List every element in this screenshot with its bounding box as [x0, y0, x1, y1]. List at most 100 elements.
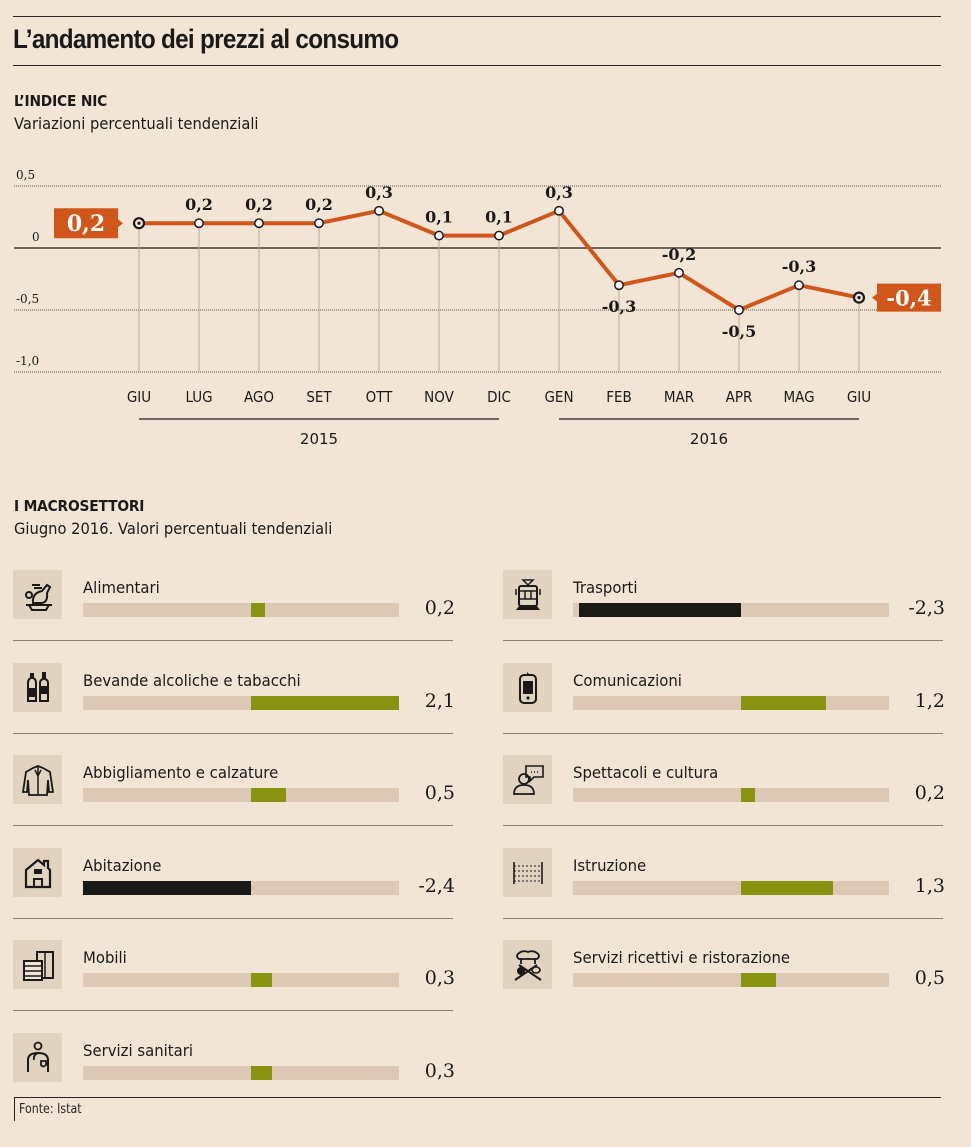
sector-bar	[741, 880, 833, 895]
data-point	[194, 218, 204, 229]
sector-value: 0,5	[424, 782, 455, 804]
jacket-icon	[13, 755, 62, 804]
x-tick-label: DIC	[487, 388, 511, 406]
speaker-icon	[503, 755, 552, 804]
row-divider	[503, 917, 943, 919]
year-label: 2016	[690, 430, 728, 448]
first-value-badge	[54, 208, 123, 239]
data-point	[794, 280, 804, 291]
data-label: 0,2	[305, 195, 333, 214]
row-divider	[13, 1010, 453, 1011]
sector-bar-track	[573, 880, 889, 895]
sector-bar	[251, 603, 266, 617]
sector-label: Comunicazioni	[573, 670, 682, 690]
top-rule	[13, 16, 941, 17]
footer-rule	[14, 1097, 941, 1098]
row-divider	[13, 917, 453, 919]
first-value-label: 0,2	[67, 211, 105, 237]
sector-row: Mobili 0,3	[13, 940, 473, 1010]
data-point	[434, 230, 444, 241]
x-tick-label: NOV	[424, 388, 454, 406]
data-label: 0,3	[545, 183, 573, 202]
sector-bar-track	[573, 788, 889, 802]
food-icon	[13, 570, 62, 619]
x-tick-label: AGO	[244, 388, 274, 406]
y-tick-label: -0,5	[16, 292, 39, 306]
data-point	[254, 218, 264, 229]
sector-bar-track	[573, 695, 889, 710]
sector-row: Comunicazioni 1,2	[503, 662, 963, 733]
year-label: 2015	[300, 430, 338, 448]
sector-label: Trasporti	[573, 578, 638, 597]
footer-left-tick	[14, 1097, 15, 1121]
row-divider	[503, 825, 943, 826]
source-note: Fonte: Istat	[19, 1102, 82, 1117]
sector-label: Alimentari	[83, 578, 160, 597]
sector-bar	[251, 973, 273, 987]
data-label: -0,3	[602, 297, 636, 316]
sector-bar-track	[83, 603, 399, 617]
sector-bar	[741, 788, 756, 802]
x-tick-label: OTT	[366, 388, 394, 406]
sectors-title: I MACROSETTORI	[14, 497, 145, 515]
row-divider	[503, 732, 943, 734]
sector-value: 1,3	[914, 874, 945, 897]
sector-row: Bevande alcoliche e tabacchi 2,1	[13, 662, 473, 733]
sector-label: Bevande alcoliche e tabacchi	[83, 670, 301, 690]
sector-bar-track	[83, 880, 399, 895]
last-value-label: -0,4	[886, 286, 931, 311]
x-tick-label: LUG	[185, 388, 212, 406]
house-icon	[13, 847, 62, 897]
y-tick-label: 0,5	[16, 168, 35, 182]
sector-row: Trasporti -2,3	[503, 570, 963, 640]
row-divider	[503, 640, 943, 641]
row-divider	[13, 825, 453, 826]
data-point	[674, 267, 684, 278]
sector-value: 2,1	[424, 689, 455, 712]
row-divider	[13, 640, 453, 641]
sector-row: Servizi ricettivi e ristorazione 0,5	[503, 940, 963, 1010]
sector-label: Servizi ricettivi e ristorazione	[573, 948, 791, 967]
sector-label: Spettacoli e cultura	[573, 763, 719, 782]
nic-line-chart: 0,5 0 -0,5 -1,0 0,2 0,2 0,2 0,3 0,1 0,1 0,3 -0,3 -0,…	[14, 168, 941, 448]
x-tick-label: MAR	[664, 388, 694, 406]
sector-bar-track	[83, 695, 399, 710]
sector-bar	[251, 1065, 273, 1080]
sector-value: 0,3	[424, 967, 455, 989]
x-tick-label: MAG	[783, 388, 814, 406]
data-label: 0,2	[245, 195, 273, 214]
sector-value: 1,2	[914, 689, 945, 712]
sector-bar-track	[83, 973, 399, 987]
x-tick-label: APR	[726, 388, 753, 406]
data-point-center	[137, 221, 141, 225]
data-label: -0,5	[722, 322, 756, 341]
x-tick-label: FEB	[606, 388, 632, 406]
tram-icon	[503, 570, 552, 619]
doctor-icon	[13, 1032, 62, 1082]
title-rule	[13, 65, 941, 66]
sector-row: Istruzione 1,3	[503, 847, 963, 918]
x-tick-label: GIU	[847, 388, 871, 406]
sector-label: Abitazione	[83, 855, 162, 875]
data-label: -0,2	[662, 245, 696, 264]
sector-bar	[251, 788, 287, 802]
sector-value: 0,3	[424, 1059, 455, 1082]
sector-value: 0,2	[914, 782, 945, 804]
sector-label: Istruzione	[573, 855, 647, 875]
chef-icon	[503, 940, 552, 989]
bottles-icon	[13, 662, 62, 712]
sector-label: Mobili	[83, 948, 127, 967]
x-tick-label: SET	[306, 388, 332, 406]
data-point	[554, 205, 564, 216]
data-point	[614, 280, 624, 291]
sector-value: 0,2	[424, 597, 455, 619]
sector-bar	[741, 973, 777, 987]
sector-bar-track	[573, 973, 889, 987]
last-value-badge	[872, 283, 941, 312]
phone-icon	[503, 662, 552, 712]
data-point	[734, 305, 744, 315]
y-tick-label: -1,0	[16, 354, 39, 368]
furniture-icon	[13, 940, 62, 989]
abacus-icon	[503, 847, 552, 897]
page-title: L’andamento dei prezzi al consumo	[13, 24, 399, 54]
